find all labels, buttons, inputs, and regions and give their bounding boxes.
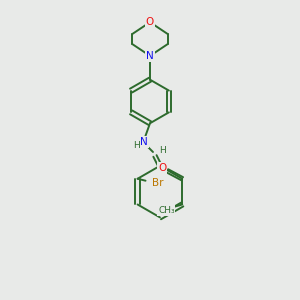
Text: H: H [160,146,166,154]
Text: O: O [158,163,166,173]
Text: CH₃: CH₃ [158,206,175,215]
Text: N: N [146,51,154,61]
Text: Br: Br [152,178,163,188]
Text: N: N [140,137,148,147]
Text: O: O [146,17,154,27]
Text: H: H [133,140,140,149]
